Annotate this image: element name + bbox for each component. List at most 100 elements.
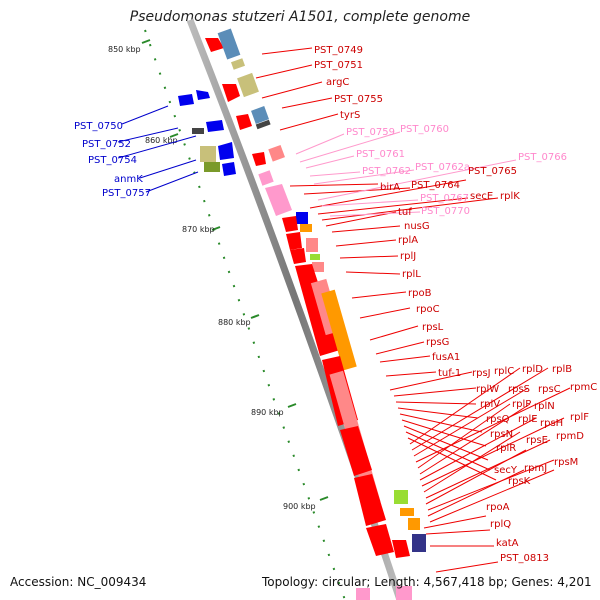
genome-summary: Topology: circular; Length: 4,567,418 bp… (262, 575, 592, 589)
gene-block (300, 224, 312, 232)
gene-label: rplP (512, 399, 531, 410)
gene-block (237, 72, 259, 98)
gene-arrow (392, 540, 410, 558)
gene-label: rplQ (490, 519, 511, 530)
gene-block (296, 212, 308, 224)
label-leader-line (359, 307, 411, 319)
gene-label: PST_0754 (88, 155, 137, 166)
label-leader-line (425, 449, 527, 505)
gene-arrow (222, 162, 236, 176)
label-leader-line (411, 367, 549, 451)
left-leaders (117, 105, 199, 193)
gene-arrow (236, 114, 252, 130)
label-leader-line (261, 47, 313, 55)
label-leader-line (385, 371, 437, 377)
label-leader-line (317, 197, 469, 215)
gene-block-rpoC (321, 289, 357, 371)
label-leader-line (261, 81, 323, 99)
map-title: Pseudomonas stutzeri A1501, complete gen… (129, 9, 471, 25)
gene-label: PST_0759 (346, 127, 395, 138)
label-leader-line (279, 113, 339, 131)
gene-block (200, 146, 216, 162)
gene-label: rplN (534, 401, 555, 412)
label-leader-line (117, 127, 179, 143)
gene-label: rpmC (570, 382, 597, 393)
scale-ticks: 850 kbp 860 kbp 870 kbp 880 kbp 890 kbp … (108, 39, 329, 511)
gene-label: rplW (476, 384, 499, 395)
gene-arrow (265, 184, 292, 216)
tick-label: 860 kbp (145, 136, 178, 145)
gene-label: rplL (402, 269, 421, 280)
gene-label: rpsJ (472, 368, 491, 379)
label-leader-line (429, 469, 555, 523)
gene-block (396, 586, 412, 600)
gene-arrow (222, 84, 240, 102)
gene-label: secY (494, 465, 518, 476)
gene-label: rpsH (540, 418, 563, 429)
gene-arrow (340, 426, 372, 476)
label-leader-line (419, 417, 537, 481)
gene-label: anmK (114, 174, 143, 185)
tick-label: 890 kbp (251, 408, 284, 417)
label-leader-line (405, 431, 491, 471)
label-leader-line (415, 387, 571, 463)
label-leader-line (375, 341, 425, 355)
gene-label: PST_0761 (356, 149, 405, 160)
gene-block (312, 262, 324, 272)
label-leader-line (309, 179, 467, 209)
label-leader-line (397, 407, 479, 419)
gene-arrow (366, 524, 394, 556)
label-leader-line (317, 159, 517, 201)
gene-block (394, 490, 408, 504)
label-leader-line (289, 183, 379, 187)
gene-label: PST_0751 (314, 60, 363, 71)
gene-label: rplF (570, 412, 589, 423)
gene-block (251, 106, 269, 124)
gene-label: rpsE (526, 435, 548, 446)
right-labels: PST_0749 PST_0751 argC PST_0755 tyrS PST… (314, 45, 597, 564)
gene-label: argC (326, 77, 349, 88)
label-leader-line (419, 403, 531, 475)
label-leader-line (121, 105, 169, 125)
gene-arrow (290, 248, 306, 264)
label-leader-line (425, 439, 551, 499)
label-leader-line (369, 325, 419, 341)
gene-label: rplV (480, 399, 500, 410)
label-leader-line (393, 387, 477, 397)
label-leader-line (395, 401, 477, 405)
gene-label: rpoA (486, 502, 510, 513)
label-leader-line (117, 135, 197, 159)
gene-block (306, 238, 318, 252)
gene-label: tyrS (340, 110, 360, 121)
label-leader-line (407, 437, 497, 481)
gene-label: rplA (398, 235, 418, 246)
gene-label: tuf-1 (438, 368, 461, 379)
label-leader-line (435, 561, 499, 573)
gene-label: rpmD (556, 431, 584, 442)
label-leader-line (139, 159, 197, 179)
gene-label: rpmJ (524, 463, 547, 474)
gene-label: PST_0762a (415, 162, 470, 173)
gene-label: PST_0764 (411, 180, 460, 191)
label-leader-line (299, 131, 401, 163)
gene-label: PST_0760 (400, 124, 449, 135)
gene-block (230, 58, 246, 70)
gene-label: PST_0770 (421, 206, 470, 217)
gene-label: PST_0766 (518, 152, 567, 163)
label-leader-line (401, 419, 487, 447)
gene-label: PST_0762 (362, 166, 411, 177)
tick-mark (287, 403, 297, 408)
reverse-strand-genes (178, 90, 370, 600)
label-leader-line (417, 403, 511, 469)
label-leader-line (305, 155, 355, 169)
label-leader-line (321, 199, 419, 207)
gene-arrow (218, 142, 234, 160)
gene-block (268, 144, 285, 162)
label-leader-line (389, 371, 473, 391)
gene-arrow (206, 120, 224, 132)
gene-arrow (205, 38, 224, 52)
gene-label: rpsG (426, 337, 449, 348)
label-leader-line (309, 171, 361, 177)
gene-block (258, 170, 274, 186)
